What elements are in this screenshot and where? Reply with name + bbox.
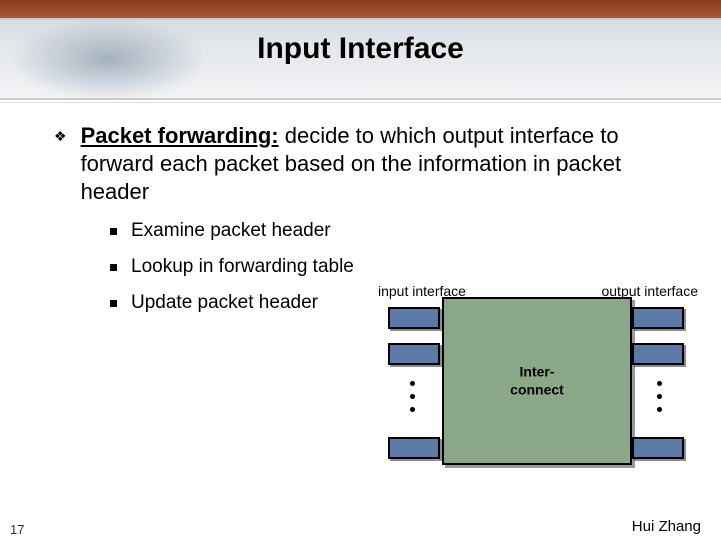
sub-bullet: Lookup in forwarding table [110, 256, 681, 278]
main-bullet-text: Packet forwarding: decide to which outpu… [81, 122, 681, 206]
output-port-n [632, 437, 684, 459]
square-bullet-icon [110, 300, 117, 307]
sub-bullet-text: Update packet header [131, 292, 318, 314]
input-port-n [388, 437, 440, 459]
sub-bullet-text: Lookup in forwarding table [131, 256, 354, 278]
slide: Input Interface ❖ Packet forwarding: dec… [0, 0, 721, 541]
sub-bullet-text: Examine packet header [131, 220, 331, 242]
diamond-bullet-icon: ❖ [54, 128, 67, 206]
square-bullet-icon [110, 228, 117, 235]
interconnect-label: Inter-connect [507, 364, 567, 399]
slide-title: Input Interface [0, 32, 721, 66]
input-port-2 [388, 343, 440, 365]
router-diagram: input interface output interface Inter-c… [380, 285, 692, 475]
interconnect-box: Inter-connect [442, 297, 632, 465]
output-ellipsis-icon [657, 381, 662, 412]
output-port-1 [632, 307, 684, 329]
header-rule-thin [0, 102, 721, 103]
header-accent-bar [0, 0, 721, 18]
square-bullet-icon [110, 264, 117, 271]
header-rule [0, 98, 721, 100]
main-bullet-lead: Packet forwarding: [81, 123, 279, 148]
slide-number: 17 [10, 522, 24, 537]
sub-bullet: Examine packet header [110, 220, 681, 242]
author-name: Hui Zhang [632, 518, 701, 535]
input-ellipsis-icon [410, 381, 415, 412]
main-bullet: ❖ Packet forwarding: decide to which out… [54, 122, 681, 206]
input-port-1 [388, 307, 440, 329]
output-port-2 [632, 343, 684, 365]
